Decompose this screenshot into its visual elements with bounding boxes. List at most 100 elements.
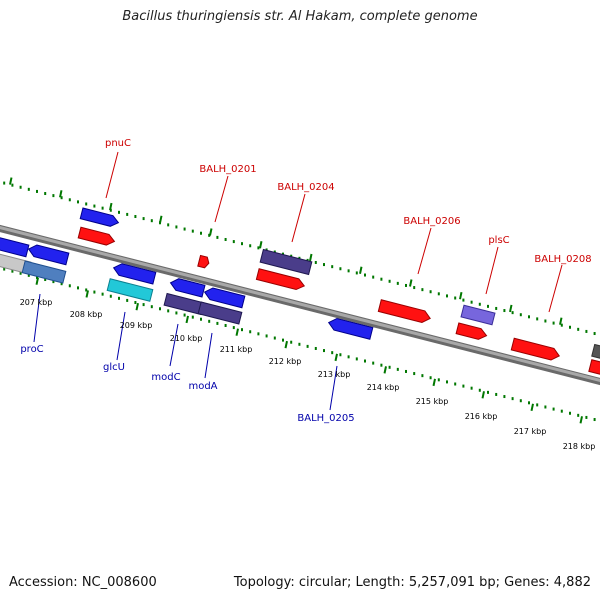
minor-tick bbox=[290, 340, 293, 344]
minor-tick bbox=[3, 181, 6, 185]
minor-tick bbox=[134, 215, 137, 219]
minor-tick bbox=[85, 202, 88, 206]
scale-label: 215 kbp bbox=[416, 397, 449, 406]
forward-gene-arrow bbox=[255, 268, 306, 291]
minor-tick bbox=[126, 212, 129, 216]
minor-tick bbox=[593, 332, 596, 336]
minor-tick bbox=[36, 189, 38, 193]
minor-tick bbox=[232, 326, 235, 330]
minor-tick bbox=[364, 359, 366, 363]
BALH_0201-leader bbox=[214, 175, 229, 223]
minor-tick bbox=[44, 192, 47, 196]
major-tick bbox=[459, 292, 463, 300]
scale-label: 207 kbp bbox=[20, 298, 53, 307]
minor-tick bbox=[77, 200, 79, 204]
minor-tick bbox=[487, 304, 489, 308]
accession-text: Accession: NC_008600 bbox=[9, 575, 157, 590]
minor-tick bbox=[109, 294, 112, 298]
minor-tick bbox=[331, 351, 334, 355]
minor-tick bbox=[77, 286, 79, 290]
BALH_0208-leader bbox=[548, 264, 563, 313]
minor-tick bbox=[19, 271, 22, 275]
minor-tick bbox=[437, 292, 440, 296]
gene-label-plsC[interactable]: plsC bbox=[488, 235, 509, 246]
minor-tick bbox=[298, 342, 301, 346]
major-tick bbox=[383, 366, 387, 374]
forward-gene-arrow bbox=[510, 337, 561, 361]
gene-label-BALH_0205[interactable]: BALH_0205 bbox=[297, 413, 354, 424]
minor-tick bbox=[191, 229, 194, 233]
minor-tick bbox=[470, 386, 473, 390]
gene-label-pnuC[interactable]: pnuC bbox=[105, 138, 131, 149]
minor-tick bbox=[560, 323, 563, 327]
major-tick bbox=[209, 228, 213, 236]
minor-tick bbox=[437, 378, 440, 382]
minor-tick bbox=[544, 319, 547, 323]
major-tick bbox=[259, 241, 263, 249]
minor-tick bbox=[405, 283, 407, 287]
minor-tick bbox=[52, 194, 55, 198]
major-tick bbox=[85, 290, 89, 298]
gene-block bbox=[460, 304, 496, 326]
minor-tick bbox=[388, 365, 391, 369]
forward-gene-arrow bbox=[377, 299, 431, 324]
minor-tick bbox=[314, 260, 317, 264]
forward-gene-arrow bbox=[197, 254, 210, 269]
major-tick bbox=[481, 391, 485, 399]
gene-block bbox=[21, 260, 67, 284]
gene-label-glcU[interactable]: glcU bbox=[103, 362, 125, 373]
minor-tick bbox=[241, 242, 243, 246]
major-tick bbox=[109, 202, 113, 211]
minor-tick bbox=[429, 376, 432, 380]
major-tick bbox=[284, 340, 288, 349]
BALH_0205-leader bbox=[329, 365, 338, 411]
minor-tick bbox=[552, 321, 555, 325]
minor-tick bbox=[306, 344, 309, 348]
minor-tick bbox=[528, 315, 530, 319]
scale-label: 211 kbp bbox=[220, 345, 253, 354]
minor-tick bbox=[519, 399, 522, 403]
reverse-gene-arrow bbox=[27, 244, 70, 266]
minor-tick bbox=[257, 332, 260, 336]
major-tick bbox=[185, 315, 189, 324]
minor-tick bbox=[429, 290, 432, 294]
minor-tick bbox=[511, 397, 514, 401]
gene-label-proC[interactable]: proC bbox=[20, 344, 43, 355]
minor-tick bbox=[11, 269, 14, 273]
minor-tick bbox=[167, 223, 170, 227]
major-tick bbox=[309, 253, 313, 262]
minor-tick bbox=[134, 301, 137, 305]
minor-tick bbox=[19, 185, 22, 189]
major-tick bbox=[235, 328, 239, 336]
reverse-tick-track bbox=[3, 267, 596, 424]
minor-tick bbox=[454, 296, 457, 300]
minor-tick bbox=[421, 374, 424, 378]
reverse-gene-arrow bbox=[112, 263, 157, 285]
minor-tick bbox=[60, 282, 63, 286]
major-tick bbox=[9, 177, 13, 185]
minor-tick bbox=[487, 390, 489, 394]
minor-tick bbox=[503, 309, 506, 313]
minor-tick bbox=[462, 298, 465, 302]
minor-tick bbox=[44, 278, 47, 282]
gene-block bbox=[259, 248, 313, 276]
major-tick bbox=[334, 353, 338, 362]
gene-label-modC[interactable]: modC bbox=[151, 372, 180, 383]
minor-tick bbox=[93, 204, 96, 208]
proC-leader bbox=[33, 293, 41, 343]
gene-label-BALH_0208[interactable]: BALH_0208 bbox=[534, 254, 591, 265]
minor-tick bbox=[208, 319, 211, 323]
gene-label-modA[interactable]: modA bbox=[188, 381, 217, 392]
minor-tick bbox=[191, 315, 194, 319]
gene-label-BALH_0206[interactable]: BALH_0206 bbox=[403, 216, 460, 227]
minor-tick bbox=[101, 292, 104, 296]
minor-tick bbox=[150, 305, 153, 309]
minor-tick bbox=[536, 403, 539, 407]
reverse-gene-arrow bbox=[327, 317, 374, 340]
BALH_0206-leader bbox=[417, 227, 432, 275]
gene-label-BALH_0201[interactable]: BALH_0201 bbox=[199, 164, 256, 175]
minor-tick bbox=[355, 357, 358, 361]
minor-tick bbox=[339, 353, 342, 357]
gene-label-BALH_0204[interactable]: BALH_0204 bbox=[277, 182, 334, 193]
minor-tick bbox=[380, 363, 383, 367]
